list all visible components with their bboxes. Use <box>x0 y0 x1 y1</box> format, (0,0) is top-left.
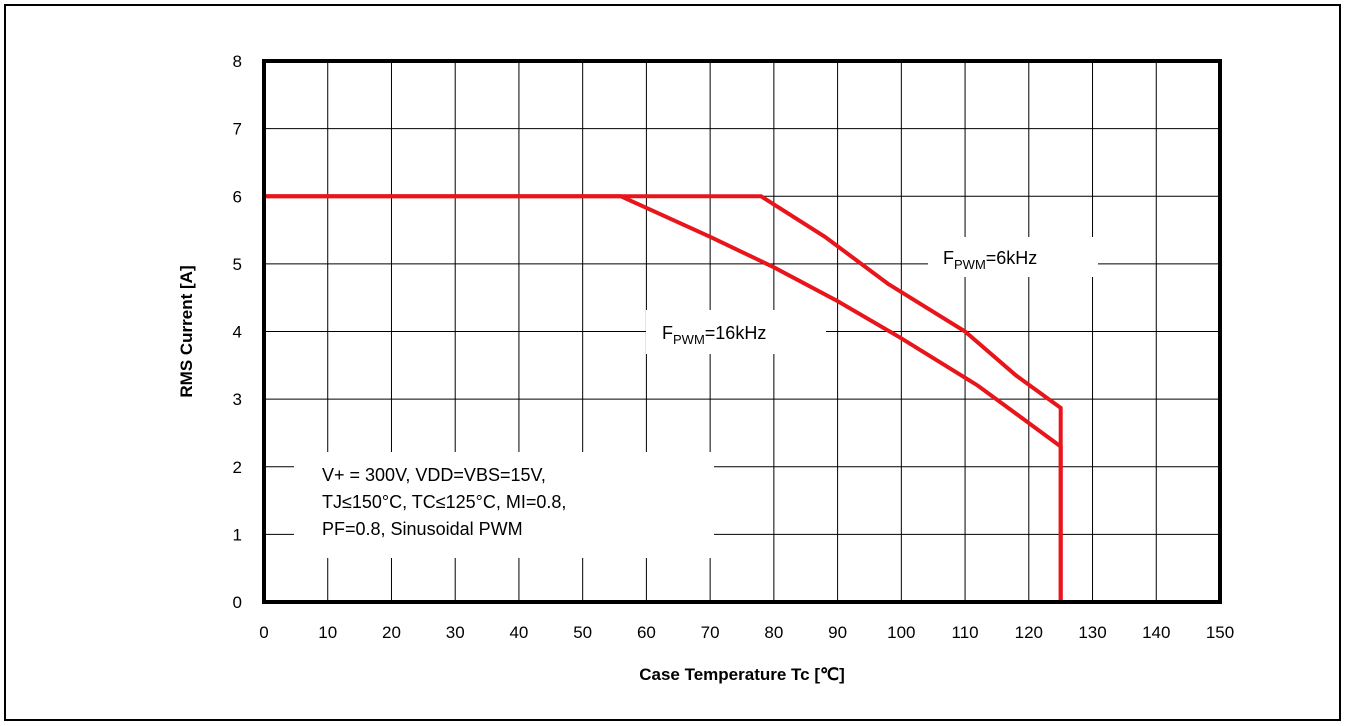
y-tick-label-7: 7 <box>233 120 242 139</box>
x-tick-label-14: 140 <box>1142 623 1170 642</box>
y-tick-label-3: 3 <box>233 390 242 409</box>
label-boxes <box>294 237 1098 558</box>
annotation-box <box>294 452 714 558</box>
series-line-0 <box>264 194 1063 602</box>
x-axis-title: Case Temperature Tc [℃] <box>639 665 845 684</box>
x-tick-label-7: 70 <box>701 623 720 642</box>
annotation-line-2: PF=0.8, Sinusoidal PWM <box>322 519 523 539</box>
label-box-6khz <box>928 237 1098 277</box>
x-tick-label-12: 120 <box>1015 623 1043 642</box>
x-tick-label-2: 20 <box>382 623 401 642</box>
y-tick-label-5: 5 <box>233 255 242 274</box>
x-tick-label-13: 130 <box>1078 623 1106 642</box>
x-tick-label-15: 150 <box>1206 623 1234 642</box>
series-label-sub-0: PWM <box>954 257 986 272</box>
x-tick-label-4: 40 <box>509 623 528 642</box>
series-label-sub-1: PWM <box>673 332 705 347</box>
series-label-main-0: F <box>943 248 954 268</box>
x-tick-label-1: 10 <box>318 623 337 642</box>
y-tick-label-4: 4 <box>233 323 242 342</box>
x-tick-label-10: 100 <box>887 623 915 642</box>
annotation-line-0: V+ = 300V, VDD=VBS=15V, <box>322 465 546 485</box>
y-tick-labels: 0 1 2 3 4 5 6 7 8 <box>233 52 242 612</box>
y-axis-title: RMS Current [A] <box>177 265 196 397</box>
plot-border <box>262 59 1222 604</box>
x-tick-label-11: 110 <box>952 623 979 642</box>
x-tick-label-3: 30 <box>446 623 465 642</box>
series-label-rest-0: =6kHz <box>986 248 1038 268</box>
series-label-rest-1: =16kHz <box>705 323 767 343</box>
x-tick-label-5: 50 <box>573 623 592 642</box>
annotation-line-1: TJ≤150°C, TC≤125°C, MI=0.8, <box>322 492 566 512</box>
figure-frame <box>4 4 1341 721</box>
series-label-main-1: F <box>662 323 673 343</box>
x-tick-label-6: 60 <box>637 623 656 642</box>
x-tick-labels: 0 10 20 30 40 50 60 70 80 90 100 110 120 130 140 150 <box>259 623 1234 642</box>
series-label-0: FPWM=6kHz <box>943 248 1037 272</box>
y-tick-label-0: 0 <box>233 593 242 612</box>
conditions-annotation: V+ = 300V, VDD=VBS=15V, TJ≤150°C, TC≤125°… <box>322 465 566 539</box>
series-lines <box>264 194 1063 602</box>
y-tick-label-1: 1 <box>233 525 242 544</box>
series-label-1: FPWM=16kHz <box>662 323 766 347</box>
x-tick-label-9: 90 <box>828 623 847 642</box>
x-tick-label-8: 80 <box>764 623 783 642</box>
series-line-1 <box>264 194 1063 602</box>
x-tick-label-0: 0 <box>259 623 268 642</box>
y-tick-label-2: 2 <box>233 458 242 477</box>
label-box-16khz <box>646 310 826 354</box>
y-tick-label-8: 8 <box>233 52 242 71</box>
y-tick-label-6: 6 <box>233 187 242 206</box>
